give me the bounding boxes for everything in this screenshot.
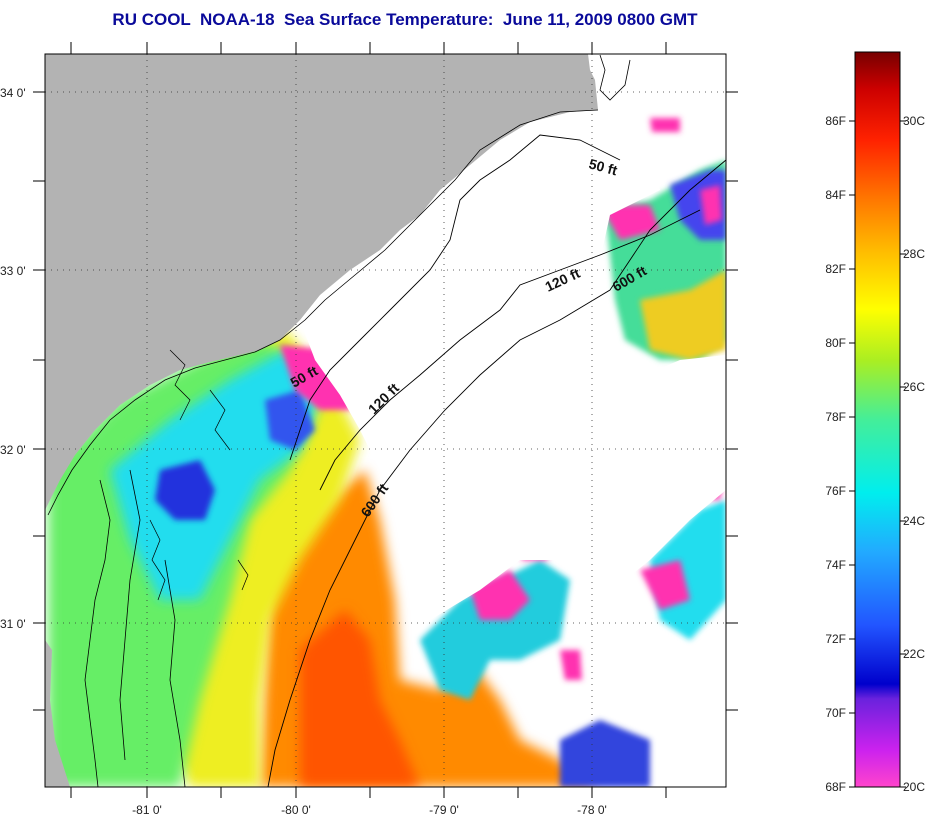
cool-blue-patch-2 bbox=[265, 390, 315, 450]
isobaths bbox=[267, 134, 726, 787]
colorbar-label-24c: 24C bbox=[903, 514, 925, 528]
cloud-mask bbox=[300, 95, 660, 470]
colorbar-label-80f: 80F bbox=[825, 336, 846, 350]
lat-label-34: 34 0' bbox=[0, 86, 26, 100]
graticule bbox=[45, 54, 726, 787]
cloud-mask-east bbox=[400, 355, 726, 620]
isobath-50ft bbox=[289, 134, 621, 461]
pink-patch bbox=[600, 205, 660, 240]
colorbar-label-72f: 72F bbox=[825, 632, 846, 646]
colorbar-gradient bbox=[854, 51, 901, 788]
colorbar-label-86f: 86F bbox=[825, 114, 846, 128]
pink-patch bbox=[700, 185, 722, 225]
lat-label-32: 32 0' bbox=[0, 443, 26, 457]
lat-label-31: 31 0' bbox=[0, 617, 26, 631]
page-title: RU COOL NOAA-18 Sea Surface Temperature:… bbox=[112, 10, 698, 29]
map-panel: 50 ft 120 ft 600 ft 50 ft 120 ft 600 ft bbox=[45, 54, 726, 787]
colorbar-label-78f: 78F bbox=[825, 410, 846, 424]
sst-field bbox=[48, 160, 726, 787]
colorbar-label-22c: 22C bbox=[903, 647, 925, 661]
pink-patch bbox=[650, 118, 680, 132]
land-mass-south bbox=[45, 640, 70, 787]
isobath-label-50ft-north: 50 ft bbox=[587, 155, 619, 178]
lon-label-78: -78 0' bbox=[577, 803, 607, 817]
map-frame bbox=[44, 53, 727, 788]
lon-label-79: -79 0' bbox=[429, 803, 459, 817]
pink-patch bbox=[560, 650, 582, 680]
land-mass bbox=[45, 54, 598, 510]
inland-lakes bbox=[149, 349, 249, 601]
colorbar-label-70f: 70F bbox=[825, 706, 846, 720]
colorbar-label-28c: 28C bbox=[903, 247, 925, 261]
colorbar-label-82f: 82F bbox=[825, 262, 846, 276]
lon-label-81: -81 0' bbox=[132, 803, 162, 817]
coastline bbox=[47, 54, 631, 787]
lat-label-33: 33 0' bbox=[0, 264, 26, 278]
lon-label-80: -80 0' bbox=[281, 803, 311, 817]
colorbar-label-26c: 26C bbox=[903, 380, 925, 394]
isobath-120ft bbox=[319, 209, 701, 491]
cool-blue-patch bbox=[155, 460, 215, 520]
offshore-patch-s-blue bbox=[560, 720, 650, 787]
colorbar-label-74f: 74F bbox=[825, 558, 846, 572]
colorbar-label-30c: 30C bbox=[903, 114, 925, 128]
colorbar-label-20c: 20C bbox=[903, 780, 925, 794]
colorbar: 86F 84F 82F 80F 78F 76F 74F 72F 70F 68F … bbox=[825, 51, 925, 794]
colorbar-label-84f: 84F bbox=[825, 188, 846, 202]
offshore-patch-s bbox=[420, 560, 570, 700]
colorbar-label-68f: 68F bbox=[825, 780, 846, 794]
map-ticks bbox=[33, 42, 738, 798]
colorbar-label-76f: 76F bbox=[825, 484, 846, 498]
pink-patch bbox=[640, 560, 690, 610]
warm-core-red bbox=[300, 610, 420, 787]
offshore-patch-ne-yellow bbox=[640, 270, 726, 360]
isobath-600ft bbox=[267, 159, 726, 787]
